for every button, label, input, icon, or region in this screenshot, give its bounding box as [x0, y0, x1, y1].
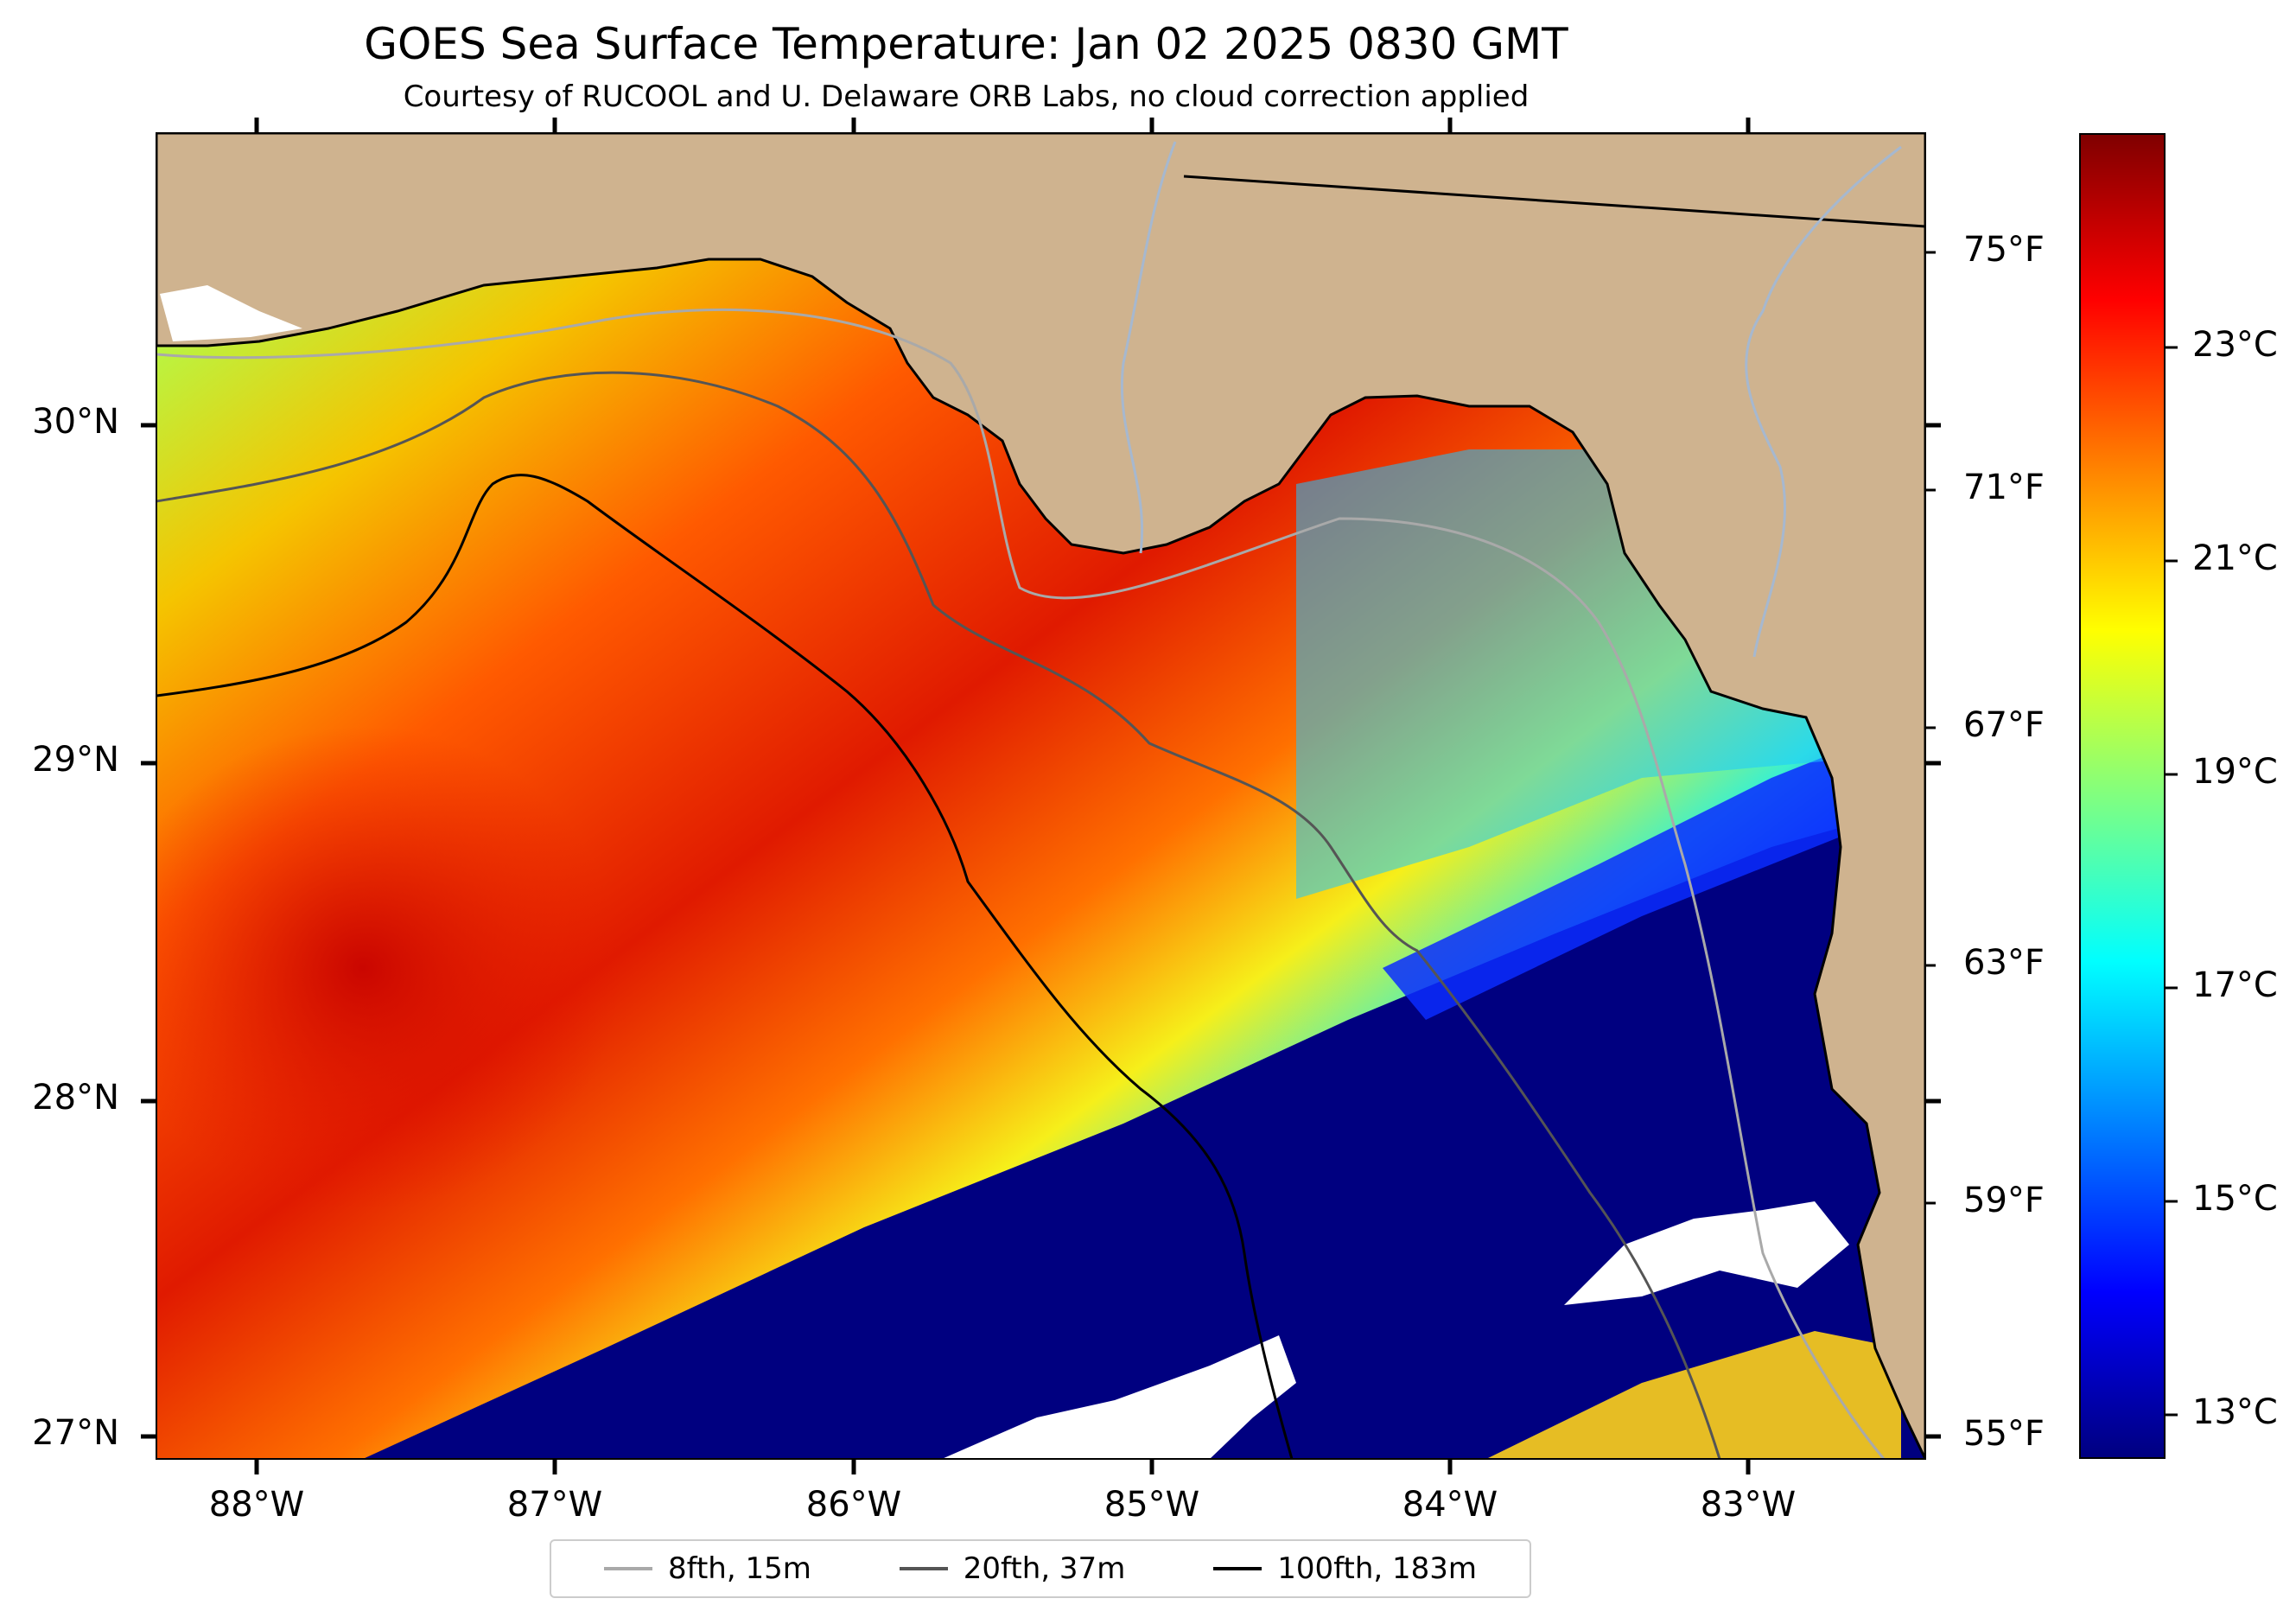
colorbar-label: 19°C: [2192, 752, 2278, 792]
fahrenheit-label: 75°F: [1963, 230, 2045, 270]
legend-line-20fth: [899, 1567, 948, 1570]
legend-label: 100fth, 183m: [1277, 1551, 1478, 1586]
river: [1120, 141, 1177, 554]
legend-line-8fth: [603, 1567, 652, 1570]
f-ticks: [1925, 251, 1936, 1438]
contour-100fth: [156, 474, 1294, 1459]
legend-entry: 20fth, 37m: [899, 1551, 1126, 1586]
map-title: GOES Sea Surface Temperature: Jan 02 202…: [364, 19, 1568, 69]
legend-label: 20fth, 37m: [963, 1551, 1126, 1586]
lon-label: 85°W: [1103, 1485, 1200, 1525]
lon-label: 83°W: [1700, 1485, 1797, 1525]
lat-label: 30°N: [32, 402, 119, 442]
cloud-patch: [942, 1335, 1296, 1459]
colorbar-label: 23°C: [2192, 325, 2278, 365]
cloud-patch: [160, 285, 302, 341]
lat-label: 28°N: [32, 1078, 119, 1118]
fahrenheit-label: 71°F: [1963, 468, 2045, 507]
fahrenheit-label: 67°F: [1963, 705, 2045, 745]
legend-line-100fth: [1213, 1567, 1262, 1570]
contour-20fth: [156, 371, 1721, 1459]
land-mass: [156, 133, 1925, 1459]
contour-8fth: [156, 308, 1886, 1459]
fahrenheit-label: 63°F: [1963, 943, 2045, 983]
legend-entry: 100fth, 183m: [1213, 1551, 1477, 1586]
legend-entry: 8fth, 15m: [603, 1551, 811, 1586]
blue-transition: [1383, 743, 1858, 1020]
colorbar-label: 21°C: [2192, 538, 2278, 578]
cloud-patch: [1564, 1201, 1849, 1305]
lon-label: 88°W: [208, 1485, 305, 1525]
depth-contour-legend: 8fth, 15m 20fth, 37m 100fth, 183m: [550, 1539, 1531, 1598]
state-border: [1183, 175, 1925, 228]
southeast-warm-patch: [1486, 1331, 1901, 1459]
colorbar-label: 13°C: [2192, 1392, 2278, 1432]
river: [1745, 145, 1902, 658]
fahrenheit-label: 59°F: [1963, 1181, 2045, 1220]
lon-label: 84°W: [1402, 1485, 1498, 1525]
colorbar-label: 15°C: [2192, 1179, 2278, 1219]
fahrenheit-label: 55°F: [1963, 1414, 2045, 1454]
lon-ticks: [254, 118, 1751, 1474]
temperature-colorbar: [2079, 133, 2166, 1459]
legend-label: 8fth, 15m: [667, 1551, 811, 1586]
warm-core: [156, 726, 622, 1210]
lon-label: 86°W: [805, 1485, 902, 1525]
colorbar-ticks: [2166, 346, 2178, 1417]
colorbar-label: 17°C: [2192, 965, 2278, 1005]
map-subtitle: Courtesy of RUCOOL and U. Delaware ORB L…: [403, 80, 1530, 114]
lat-label: 27°N: [32, 1413, 119, 1453]
lon-label: 87°W: [506, 1485, 603, 1525]
lat-label: 29°N: [32, 740, 119, 780]
